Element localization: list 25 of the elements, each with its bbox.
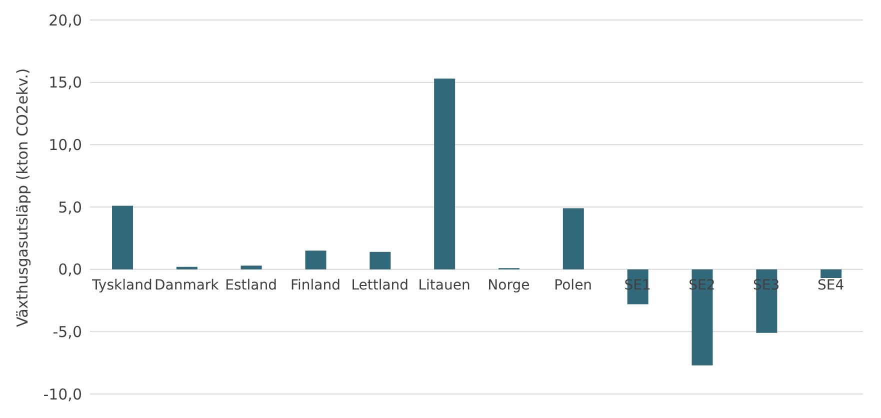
y-tick-label: 20,0 [48,11,82,30]
y-tick-label: 5,0 [58,198,82,216]
bar [112,206,133,270]
x-tick-label: Polen [554,277,592,294]
y-axis-title: Växthusgasutsläpp (kton CO2ekv.) [13,68,32,327]
x-tick-label: Danmark [154,277,220,294]
bar [370,252,391,270]
y-tick-label: 15,0 [48,74,82,92]
bar [305,250,326,270]
x-tick-label: Norge [488,277,530,294]
y-tick-label: -5,0 [52,322,82,341]
bar [820,269,842,278]
bar [176,266,198,270]
bar [562,208,584,270]
y-tick-label: 0,0 [58,260,82,279]
x-tick-label: Litauen [418,277,470,294]
x-tick-label: Lettland [351,277,409,294]
x-tick-label: Estland [225,277,277,294]
bar [434,78,456,270]
x-tick-label: SE4 [817,277,844,294]
y-tick-label: 10,0 [48,136,82,154]
bar [240,266,262,270]
y-tick-label: -10,0 [43,385,82,404]
x-tick-label: Tyskland [91,277,152,294]
x-tick-label: Finland [290,277,340,294]
